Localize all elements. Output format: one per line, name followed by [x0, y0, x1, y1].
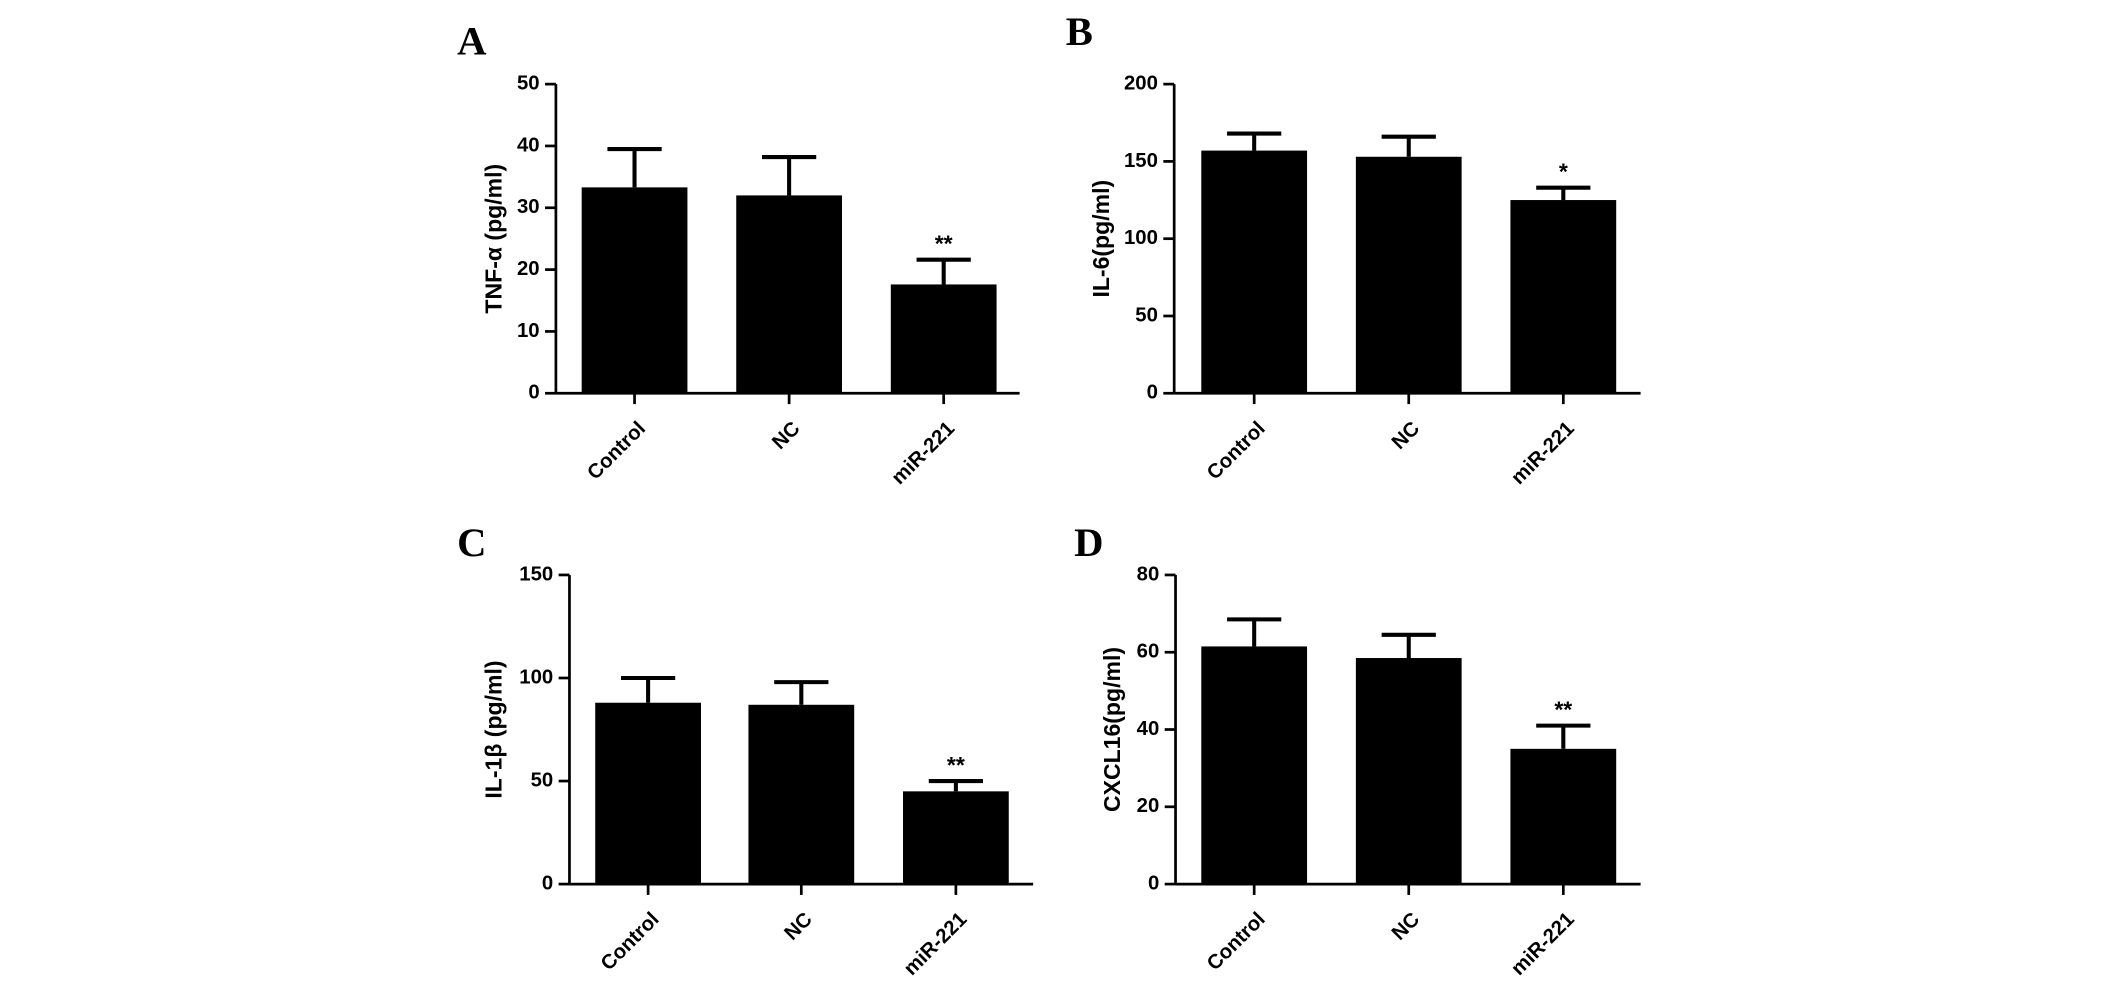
x-tick-label: Control: [1203, 908, 1270, 975]
y-tick-label: 30: [517, 196, 540, 218]
x-tick-label: miR-221: [1507, 908, 1578, 979]
y-axis-label: CXCL16(pg/ml): [1099, 647, 1125, 812]
y-tick-label: 50: [531, 769, 554, 791]
y-tick-label: 20: [517, 258, 540, 280]
significance-label: **: [947, 752, 965, 778]
y-tick-label: 200: [1124, 72, 1158, 94]
y-tick-label: 40: [517, 134, 540, 156]
y-tick-label: 80: [1137, 563, 1160, 585]
significance-label: **: [935, 231, 953, 257]
significance-label: **: [1554, 697, 1572, 723]
y-tick-label: 0: [542, 872, 553, 894]
x-tick-label: NC: [780, 908, 817, 945]
y-tick-label: 40: [1137, 718, 1160, 740]
y-tick-label: 20: [1137, 795, 1160, 817]
y-tick-label: 100: [519, 666, 553, 688]
y-tick-label: 150: [519, 563, 553, 585]
y-tick-label: 60: [1137, 641, 1160, 663]
y-axis-label: TNF-α (pg/ml): [481, 164, 507, 314]
bar: [595, 702, 701, 885]
bar: [736, 195, 842, 394]
bar: [1510, 748, 1617, 885]
bar: [1201, 150, 1308, 394]
y-tick-label: 0: [1147, 382, 1158, 404]
y-axis-label: IL-1β (pg/ml): [481, 660, 507, 798]
bar: [1355, 156, 1462, 394]
bar: [581, 187, 688, 394]
x-tick-label: Control: [597, 908, 664, 975]
y-tick-label: 0: [528, 382, 539, 404]
bar: [1355, 658, 1462, 885]
bar: [1201, 646, 1308, 885]
x-tick-label: Control: [1203, 418, 1270, 485]
bar: [748, 704, 855, 885]
x-tick-label: miR-221: [888, 418, 959, 489]
panel-label: C: [457, 520, 486, 565]
y-tick-label: 50: [1135, 304, 1158, 326]
x-tick-label: Control: [583, 418, 650, 485]
x-tick-label: NC: [1388, 417, 1425, 454]
bar: [890, 284, 997, 394]
x-tick-label: miR-221: [900, 908, 971, 979]
panel-label: B: [1066, 9, 1093, 54]
y-tick-label: 50: [517, 72, 540, 94]
x-tick-label: miR-221: [1507, 418, 1578, 489]
y-axis-label: IL-6(pg/ml): [1088, 180, 1114, 298]
significance-label: *: [1559, 159, 1568, 185]
bar: [903, 791, 1009, 885]
y-tick-label: 100: [1124, 227, 1158, 249]
y-tick-label: 10: [517, 320, 540, 342]
y-tick-label: 0: [1148, 872, 1159, 894]
x-tick-label: NC: [1388, 908, 1425, 945]
y-tick-label: 150: [1124, 150, 1158, 172]
bar: [1510, 200, 1617, 394]
panel-label: D: [1074, 520, 1103, 565]
x-tick-label: NC: [768, 417, 805, 454]
panel-label: A: [457, 18, 487, 63]
